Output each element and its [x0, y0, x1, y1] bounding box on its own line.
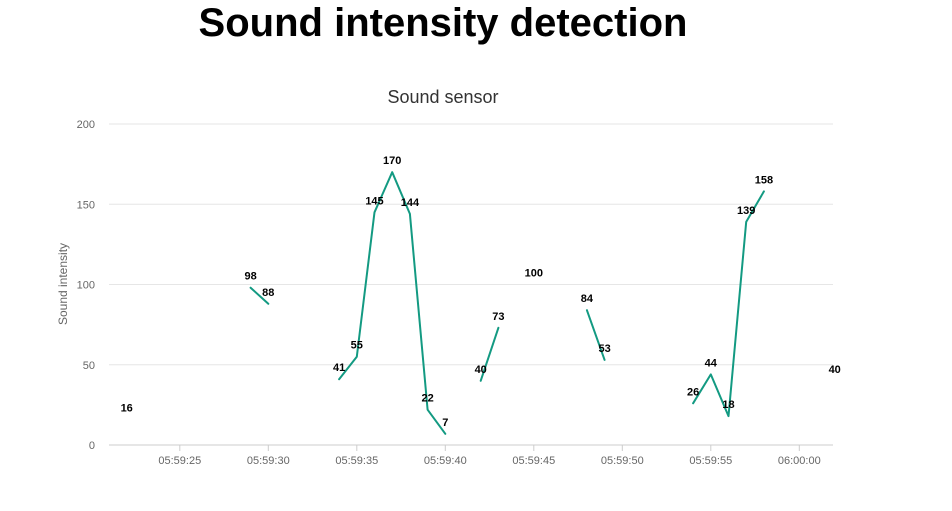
- data-label: 7: [442, 417, 448, 429]
- series-line: [479, 326, 500, 382]
- data-label: 53: [598, 343, 610, 355]
- x-tick-label: 05:59:55: [689, 455, 732, 467]
- y-axis-ticks: 0 50 100 150 200: [77, 119, 95, 452]
- data-label: 41: [333, 362, 345, 374]
- data-label: 73: [492, 311, 504, 323]
- x-tick-label: 06:00:00: [778, 455, 821, 467]
- data-label: 139: [737, 205, 755, 217]
- page-title: Sound intensity detection: [198, 1, 688, 45]
- x-tick-label: 05:59:45: [512, 455, 555, 467]
- data-label: 144: [401, 197, 420, 209]
- data-label: 88: [262, 287, 274, 299]
- data-label: 40: [475, 364, 487, 376]
- data-label: 145: [365, 195, 383, 207]
- data-label: 158: [755, 174, 773, 186]
- data-label: 170: [383, 155, 401, 167]
- data-label: 22: [421, 393, 433, 405]
- data-label: 98: [244, 271, 256, 283]
- series-line: [249, 286, 270, 305]
- x-tick-label: 05:59:35: [335, 455, 378, 467]
- y-tick-label: 0: [89, 440, 95, 452]
- data-labels: 16 98 88 41 55 145 170 144 22 7 40 73 100 84 53 26 44 18 1…: [121, 155, 841, 429]
- series-lines: [249, 171, 765, 435]
- y-tick-label: 150: [77, 199, 95, 211]
- data-label: 16: [121, 402, 133, 414]
- data-label: 84: [581, 293, 594, 305]
- series-line: [585, 309, 606, 361]
- series-line: [692, 190, 765, 418]
- data-label: 18: [722, 399, 734, 411]
- x-tick-label: 05:59:50: [601, 455, 644, 467]
- y-axis-label: Sound intensity: [56, 243, 70, 325]
- x-axis: 05:59:25 05:59:30 05:59:35 05:59:40 05:59:45…: [158, 445, 821, 467]
- data-label: 44: [705, 357, 718, 369]
- gridlines: [109, 123, 833, 446]
- x-tick-label: 05:59:40: [424, 455, 467, 467]
- y-tick-label: 200: [77, 119, 95, 131]
- data-label: 55: [351, 340, 363, 352]
- data-label: 40: [829, 364, 841, 376]
- data-label: 26: [687, 386, 699, 398]
- x-tick-label: 05:59:30: [247, 455, 290, 467]
- chart-title: Sound sensor: [387, 87, 498, 107]
- x-tick-label: 05:59:25: [158, 455, 201, 467]
- series-line: [338, 171, 447, 435]
- data-label: 100: [525, 268, 543, 280]
- y-tick-label: 100: [77, 280, 95, 292]
- y-tick-label: 50: [83, 360, 95, 372]
